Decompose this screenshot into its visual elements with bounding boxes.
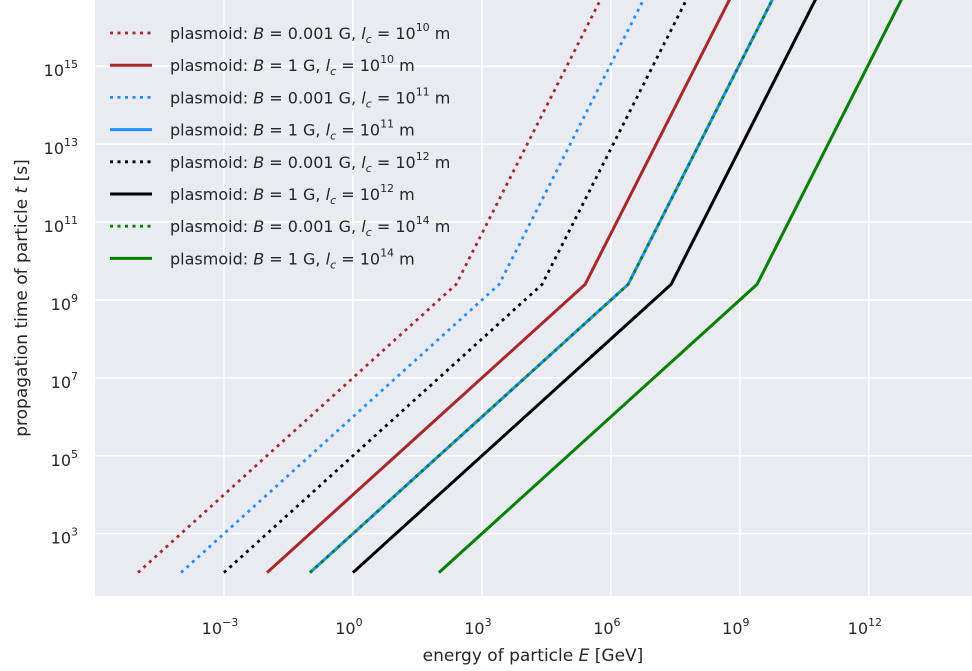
- legend-entry: plasmoid: B = 0.001 G, lc = 1011 m: [110, 85, 450, 110]
- legend-entry: plasmoid: B = 0.001 G, lc = 1010 m: [110, 21, 450, 46]
- series-line-7: [309, 0, 774, 574]
- plot-background: [95, 0, 972, 596]
- grid-layer: [95, 0, 972, 596]
- x-tick-label: 103: [464, 616, 491, 638]
- x-tick-label: 1012: [848, 616, 882, 638]
- y-axis-title: propagation time of particle t [s]: [12, 159, 32, 437]
- y-tick-label: 1011: [44, 214, 78, 236]
- legend-label: plasmoid: B = 1 G, lc = 1011 m: [170, 118, 415, 143]
- y-tick-label: 107: [51, 370, 78, 392]
- x-tick-label: 106: [593, 616, 620, 638]
- legend-label: plasmoid: B = 0.001 G, lc = 1011 m: [170, 85, 450, 110]
- legend-entry: plasmoid: B = 1 G, lc = 1014 m: [110, 246, 415, 271]
- x-tick-label: 10−3: [202, 616, 239, 638]
- y-tick-label: 105: [51, 448, 78, 470]
- legend-entry: plasmoid: B = 0.001 G, lc = 1014 m: [110, 214, 450, 239]
- legend-label: plasmoid: B = 0.001 G, lc = 1010 m: [170, 21, 450, 46]
- legend-entry: plasmoid: B = 1 G, lc = 1012 m: [110, 182, 415, 207]
- legend-entry: plasmoid: B = 1 G, lc = 1011 m: [110, 118, 415, 143]
- tick-label-layer: 10−3 100 103 106 109 1012 103 105 107 109 1011 1013…: [44, 58, 882, 638]
- legend-entry: plasmoid: B = 0.001 G, lc = 1012 m: [110, 150, 450, 175]
- y-tick-label: 103: [51, 526, 78, 548]
- y-tick-label: 1013: [44, 136, 78, 158]
- y-tick-label: 109: [51, 292, 78, 314]
- legend-label: plasmoid: B = 0.001 G, lc = 1012 m: [170, 150, 450, 175]
- legend: plasmoid: B = 0.001 G, lc = 1010 m plasmo…: [110, 21, 450, 271]
- series-line-2: [265, 0, 732, 574]
- legend-label: plasmoid: B = 0.001 G, lc = 1014 m: [170, 214, 450, 239]
- x-tick-label: 109: [722, 616, 749, 638]
- legend-label: plasmoid: B = 1 G, lc = 1010 m: [170, 53, 415, 78]
- series-layer: [137, 0, 903, 574]
- series-line-8: [437, 0, 903, 574]
- legend-label: plasmoid: B = 1 G, lc = 1012 m: [170, 182, 415, 207]
- series-line-5: [223, 0, 688, 574]
- y-tick-label: 1015: [44, 58, 78, 80]
- x-axis-title: energy of particle E [GeV]: [423, 646, 644, 666]
- x-tick-label: 100: [335, 616, 362, 638]
- legend-label: plasmoid: B = 1 G, lc = 1014 m: [170, 246, 415, 271]
- legend-entry: plasmoid: B = 1 G, lc = 1010 m: [110, 53, 415, 78]
- series-line-6: [351, 0, 817, 574]
- series-line-3: [180, 0, 645, 574]
- series-line-1: [137, 0, 602, 574]
